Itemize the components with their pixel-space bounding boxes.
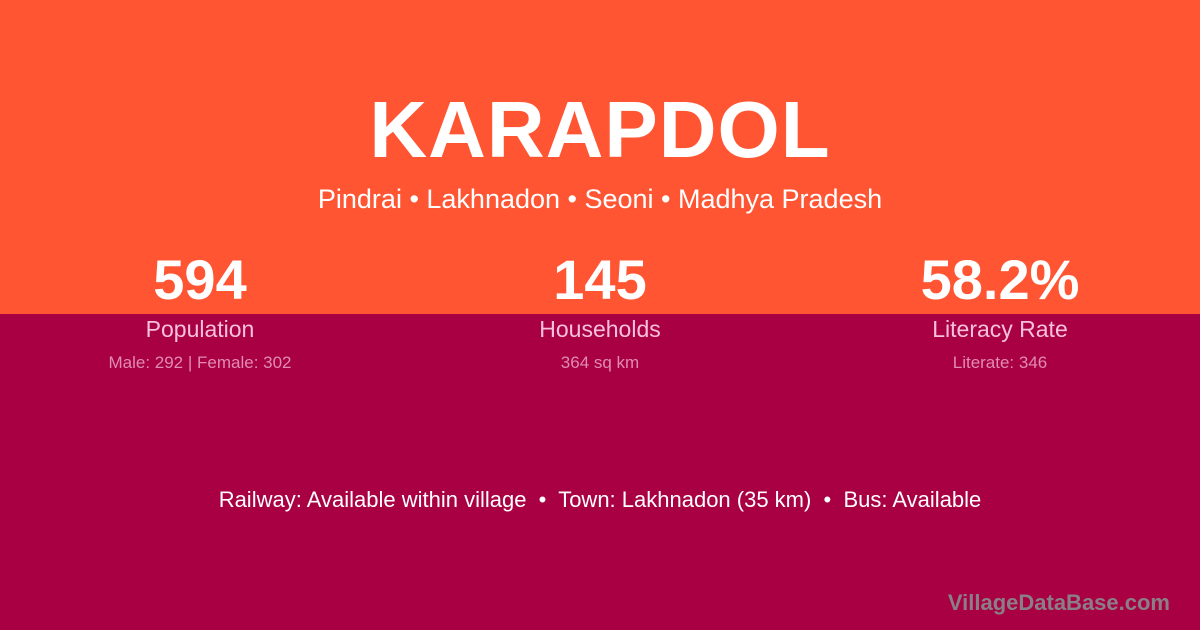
stat-label: Households xyxy=(539,316,661,342)
stat-detail: 364 sq km xyxy=(560,353,640,372)
watermark: VillageDataBase.com xyxy=(947,590,1170,615)
header-band xyxy=(0,0,1200,314)
stat-value: 58.2% xyxy=(920,248,1080,311)
connectivity-info: Railway: Available within village • Town… xyxy=(218,487,982,512)
stat-population: 594 Population Male: 292 | Female: 302 xyxy=(0,248,400,374)
footer-band xyxy=(0,314,1200,630)
village-name: KARAPDOL xyxy=(369,85,831,174)
stat-value: 145 xyxy=(553,248,647,311)
location-breadcrumb: Pindrai • Lakhnadon • Seoni • Madhya Pra… xyxy=(317,184,883,214)
stat-label: Literacy Rate xyxy=(932,316,1068,342)
stat-label: Population xyxy=(145,316,255,342)
stat-detail: Male: 292 | Female: 302 xyxy=(108,353,292,372)
stat-households: 145 Households 364 sq km xyxy=(400,248,800,374)
stat-literacy: 58.2% Literacy Rate Literate: 346 xyxy=(800,248,1200,374)
stat-detail: Literate: 346 xyxy=(952,353,1048,372)
stat-value: 594 xyxy=(153,248,247,311)
